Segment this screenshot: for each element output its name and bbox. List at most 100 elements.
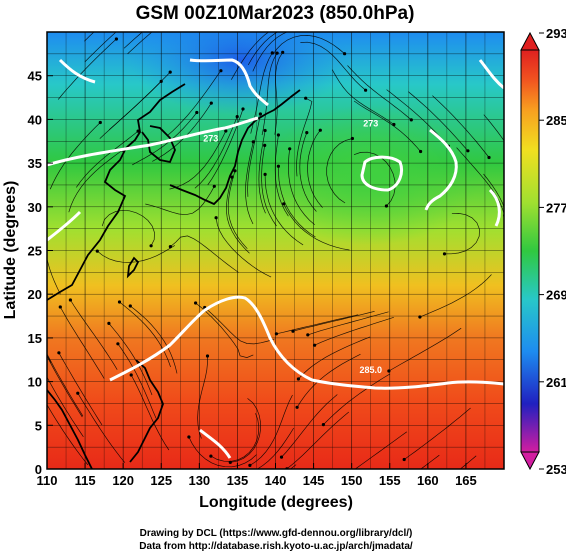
streamline-arrowhead xyxy=(168,70,172,74)
y-tick-label: 0 xyxy=(35,462,42,477)
contour-label: 273 xyxy=(363,118,378,128)
x-tick-label: 140 xyxy=(265,473,287,488)
colorbar-tick-label: 293 xyxy=(546,26,566,41)
streamline xyxy=(195,302,254,358)
colorbar-tick-label: 253 xyxy=(546,462,566,477)
contour-cold-cell xyxy=(360,155,403,192)
streamline-arrowhead xyxy=(209,454,213,458)
streamline-arrowhead xyxy=(57,351,61,355)
streamline xyxy=(307,311,389,336)
streamline-arrowhead xyxy=(282,202,286,206)
contour-labels: 273 273 285.0 xyxy=(203,118,382,374)
x-tick-label: 150 xyxy=(341,473,363,488)
plot-area xyxy=(47,32,504,482)
coastline-taiwan xyxy=(126,256,140,279)
streamline-arrowhead xyxy=(321,423,325,427)
x-axis-ticks: 110 115 120 125 130 135 140 145 150 155 160 165 xyxy=(37,463,477,488)
streamline xyxy=(314,316,394,346)
temperature-contours xyxy=(47,58,504,459)
streamline xyxy=(276,314,359,335)
x-tick-label: 130 xyxy=(188,473,210,488)
contour-east-north xyxy=(478,59,504,90)
streamline-arrowhead xyxy=(209,101,213,105)
streamline-arrowhead xyxy=(263,172,267,176)
streamline xyxy=(215,217,272,278)
streamline-arrowhead xyxy=(128,304,132,308)
streamline xyxy=(288,148,315,226)
y-tick-label: 25 xyxy=(28,244,42,259)
streamline xyxy=(84,32,117,63)
streamline-arrowhead xyxy=(258,112,262,116)
chart-title: GSM 00Z10Mar2023 (850.0hPa) xyxy=(136,3,415,24)
streamline xyxy=(59,306,105,379)
coastline-indochina xyxy=(47,389,93,469)
streamline xyxy=(296,353,361,408)
streamline xyxy=(197,356,208,439)
streamline xyxy=(331,69,395,125)
streamline xyxy=(281,394,338,458)
streamline-arrowhead xyxy=(205,354,210,358)
x-tick-label: 135 xyxy=(227,473,249,488)
streamline-arrowhead xyxy=(95,249,99,253)
colorbar-top-triangle xyxy=(520,31,540,51)
contour-label: 285.0 xyxy=(359,365,382,375)
streamline xyxy=(119,301,171,368)
streamline xyxy=(230,398,261,463)
streamline-arrowhead xyxy=(276,164,280,168)
streamline xyxy=(247,113,261,197)
streamline xyxy=(292,310,375,332)
streamline xyxy=(274,52,284,135)
streamline xyxy=(47,353,84,417)
contour-east-lobe xyxy=(488,188,501,227)
y-axis-ticks: 0 5 10 15 20 25 30 35 40 45 xyxy=(28,69,53,477)
x-tick-label: 145 xyxy=(303,473,325,488)
contour-northwest xyxy=(58,58,96,84)
contour-273-west xyxy=(47,116,259,167)
streamline xyxy=(97,245,175,263)
streamline xyxy=(261,52,278,136)
streamline-arrowhead xyxy=(305,131,309,135)
colorbar-body xyxy=(520,49,540,453)
streamline-arrowhead xyxy=(248,463,252,467)
streamline xyxy=(432,95,490,158)
y-tick-label: 35 xyxy=(28,156,42,171)
y-tick-label: 40 xyxy=(28,112,42,127)
streamline xyxy=(403,407,471,460)
streamline-arrowhead xyxy=(337,479,340,482)
streamline xyxy=(299,132,317,212)
streamline xyxy=(307,129,323,208)
footer-data-credit: Data from http://database.rish.kyoto-u.a… xyxy=(139,541,413,552)
colorbar-tick-label: 277 xyxy=(546,200,566,215)
streamline xyxy=(272,35,345,55)
x-tick-label: 155 xyxy=(379,473,401,488)
streamline xyxy=(252,32,288,72)
streamline-arrowhead xyxy=(241,107,245,111)
y-tick-label: 15 xyxy=(28,331,42,346)
streamline-arrowhead xyxy=(276,133,280,137)
x-tick-label: 110 xyxy=(37,473,58,488)
streamline-arrowhead xyxy=(149,244,153,248)
streamline-arrowhead xyxy=(214,216,218,220)
streamline xyxy=(283,203,350,251)
streamline xyxy=(323,373,391,425)
streamline-arrowhead xyxy=(291,329,295,333)
streamline xyxy=(261,145,277,227)
streamline-arrowhead xyxy=(187,435,191,439)
streamline xyxy=(194,116,238,189)
streamlines xyxy=(47,32,504,482)
contour-273-east xyxy=(424,128,458,211)
streamline xyxy=(210,413,260,462)
streamline-arrowhead xyxy=(279,455,284,459)
colorbar-bottom-triangle xyxy=(520,451,540,471)
y-tick-label: 45 xyxy=(28,69,42,84)
streamline-arrowhead xyxy=(212,184,216,188)
streamline xyxy=(108,323,153,396)
streamline-arrowhead xyxy=(419,149,423,154)
colorbar-tick-label: 285 xyxy=(546,113,566,128)
streamline xyxy=(170,235,239,273)
streamline xyxy=(145,186,215,216)
streamline-arrowhead xyxy=(195,110,199,115)
streamline xyxy=(483,114,504,142)
streamline-arrowhead xyxy=(304,96,308,100)
